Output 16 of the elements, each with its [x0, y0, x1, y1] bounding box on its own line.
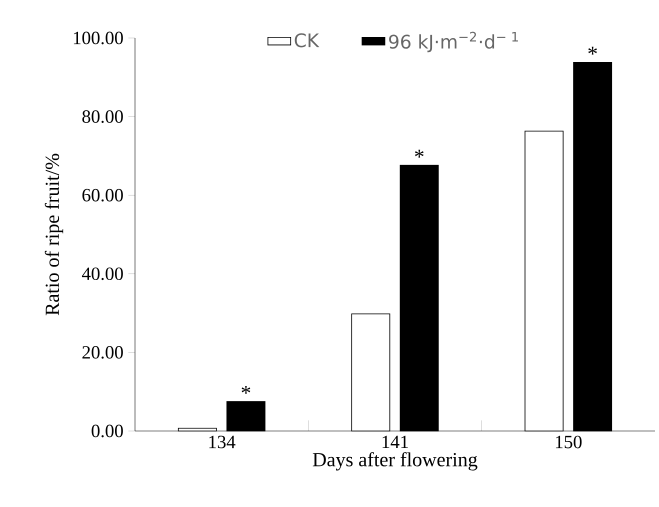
annotation: *: [414, 150, 424, 158]
x-tick-label: 141: [382, 436, 408, 448]
annotation: *: [242, 386, 250, 394]
y-axis-title: Ratio of ripe fruit/%: [44, 154, 64, 316]
y-tick-label: 0.00: [92, 424, 123, 438]
legend-label: 96 kJ·m$^{−2}$·d$^{− 1}$: [389, 32, 518, 52]
x-axis-title: Days after flowering: [312, 452, 478, 471]
y-tick-label: 60.00: [82, 188, 123, 202]
y-tick-label: 40.00: [82, 267, 123, 280]
x-tick-label: 150: [556, 436, 582, 448]
x-tick-label: 134: [209, 436, 236, 448]
y-tick-label: 80.00: [82, 110, 123, 123]
annotation: *: [588, 46, 597, 55]
y-tick-label: 100.00: [74, 32, 123, 44]
legend-label: CK: [294, 33, 320, 48]
y-tick-label: 20.00: [82, 346, 123, 359]
